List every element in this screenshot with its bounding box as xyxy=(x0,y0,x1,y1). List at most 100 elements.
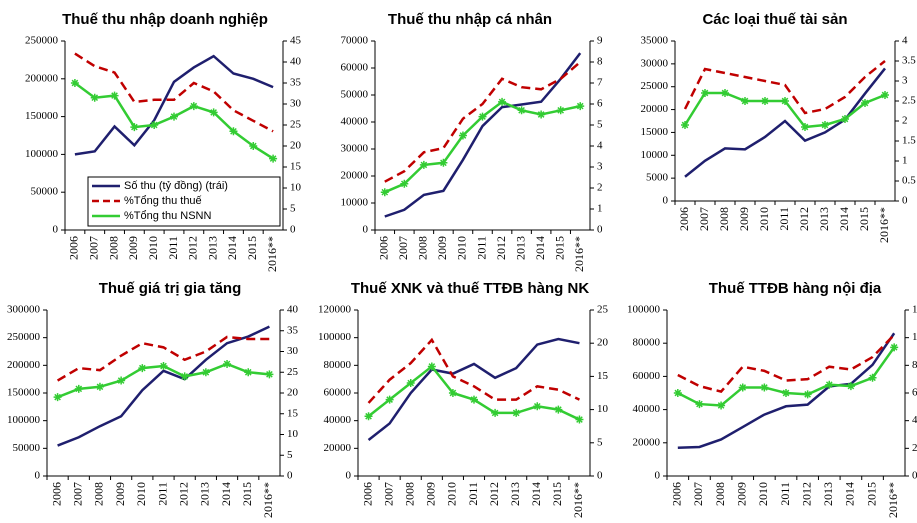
y2-tick-label: 9 xyxy=(597,35,603,47)
star-marker xyxy=(498,97,507,106)
y2-tick-label: 10 xyxy=(287,428,299,440)
y2-tick-label: 10 xyxy=(290,182,302,194)
star-marker xyxy=(70,79,79,87)
star-marker xyxy=(801,123,809,131)
y2-tick-label: 10 xyxy=(597,403,609,415)
x-tick-label: 2011 xyxy=(155,482,169,506)
y2-tick-label: 0 xyxy=(902,195,908,207)
x-tick-label: 2013 xyxy=(508,482,522,506)
y2-tick-label: 0 xyxy=(912,470,917,482)
chart-title: Thuế TTĐB hàng nội địa xyxy=(709,280,882,297)
x-tick-label: 2009 xyxy=(126,236,140,260)
y-tick-label: 0 xyxy=(35,470,41,482)
x-tick-label: 2015 xyxy=(552,236,566,260)
star-marker xyxy=(890,343,899,352)
y-tick-label: 60000 xyxy=(324,387,352,399)
y-tick-label: 0 xyxy=(346,470,352,482)
y-tick-label: 50000 xyxy=(13,442,41,454)
y2-tick-label: 6 xyxy=(912,387,917,399)
y-tick-label: 100000 xyxy=(627,304,661,316)
x-tick-label: 2008 xyxy=(402,482,416,506)
y2-tick-label: 3.5 xyxy=(902,55,916,67)
star-marker xyxy=(400,179,409,188)
x-tick-label: 2008 xyxy=(717,207,731,231)
star-marker xyxy=(554,405,563,414)
x-tick-label: 2013 xyxy=(205,236,219,260)
y2-tick-label: 15 xyxy=(290,161,302,173)
x-tick-label: 2016** xyxy=(886,482,900,518)
series-line xyxy=(384,61,582,183)
star-marker xyxy=(512,408,521,417)
y2-tick-label: 5 xyxy=(597,436,603,448)
star-marker xyxy=(781,97,789,105)
x-tick-label: 2007 xyxy=(381,482,395,506)
y-tick-label: 10000 xyxy=(641,149,669,161)
y-tick-label: 40000 xyxy=(341,116,369,128)
chart-panel: Các loại thuế tài sản 0 5000 10000 15000 2000… xyxy=(641,11,917,243)
star-marker xyxy=(223,359,232,368)
x-tick-label: 2011 xyxy=(474,236,488,260)
x-tick-label: 2008 xyxy=(106,236,120,260)
x-tick-label: 2012 xyxy=(797,207,811,231)
y2-tick-label: 7 xyxy=(597,77,603,89)
y2-tick-label: 45 xyxy=(290,35,302,47)
star-marker xyxy=(364,412,373,421)
series-line xyxy=(684,67,886,178)
x-tick-label: 2008 xyxy=(416,236,430,260)
y2-tick-label: 2 xyxy=(902,115,908,127)
y-tick-label: 30000 xyxy=(641,57,669,69)
chart-panel: Thuế TTĐB hàng nội địa020000400006000080… xyxy=(627,280,917,518)
y2-tick-label: 30 xyxy=(287,345,299,357)
star-marker xyxy=(90,93,99,102)
y2-tick-label: 30 xyxy=(290,98,302,110)
y2-tick-label: 15 xyxy=(597,370,609,382)
star-marker xyxy=(470,395,478,404)
y2-tick-label: 25 xyxy=(290,119,302,131)
y2-tick-label: 25 xyxy=(597,304,609,316)
x-tick-label: 2016** xyxy=(572,236,586,272)
x-tick-label: 2016** xyxy=(877,207,891,243)
y2-tick-label: 20 xyxy=(597,337,609,349)
chart-title: Các loại thuế tài sản xyxy=(702,11,847,28)
x-tick-label: 2006 xyxy=(677,207,691,231)
star-marker xyxy=(861,99,869,107)
x-tick-label: 2014 xyxy=(219,482,233,506)
y2-tick-label: 12 xyxy=(912,304,917,316)
y2-tick-label: 3 xyxy=(597,161,603,173)
star-marker xyxy=(825,380,834,389)
series-line xyxy=(367,337,580,404)
x-tick-label: 2013 xyxy=(817,207,831,231)
y-tick-label: 250000 xyxy=(25,35,59,47)
star-marker xyxy=(439,158,448,167)
x-tick-label: 2011 xyxy=(466,482,480,506)
star-marker xyxy=(159,362,168,371)
x-tick-label: 2014 xyxy=(225,236,239,260)
star-marker xyxy=(209,108,218,117)
y2-tick-label: 4 xyxy=(902,35,908,47)
y-tick-label: 0 xyxy=(663,195,669,207)
star-marker xyxy=(821,121,829,129)
star-marker xyxy=(782,389,790,397)
x-tick-label: 2015 xyxy=(550,482,564,506)
y-tick-label: 50000 xyxy=(31,186,59,198)
star-marker xyxy=(95,382,104,391)
y-tick-label: 100000 xyxy=(7,414,41,426)
x-tick-label: 2016** xyxy=(571,482,585,518)
star-marker xyxy=(576,102,585,111)
chart-panel: Thuế thu nhập doanh nghiệp 0 50000 100000 15… xyxy=(25,11,302,272)
star-marker xyxy=(189,102,198,111)
star-marker xyxy=(427,362,436,371)
star-marker xyxy=(74,384,83,393)
y2-tick-label: 0 xyxy=(597,470,603,482)
star-marker xyxy=(556,106,565,115)
y-tick-label: 20000 xyxy=(633,436,661,448)
star-marker xyxy=(201,368,210,377)
series-line xyxy=(57,325,270,447)
y2-tick-label: 4 xyxy=(912,414,917,426)
x-tick-label: 2009 xyxy=(737,207,751,231)
y2-tick-label: 40 xyxy=(287,304,299,316)
x-tick-label: 2012 xyxy=(494,236,508,260)
x-tick-label: 2010 xyxy=(134,482,148,506)
star-marker xyxy=(170,112,178,121)
star-marker xyxy=(803,390,812,399)
